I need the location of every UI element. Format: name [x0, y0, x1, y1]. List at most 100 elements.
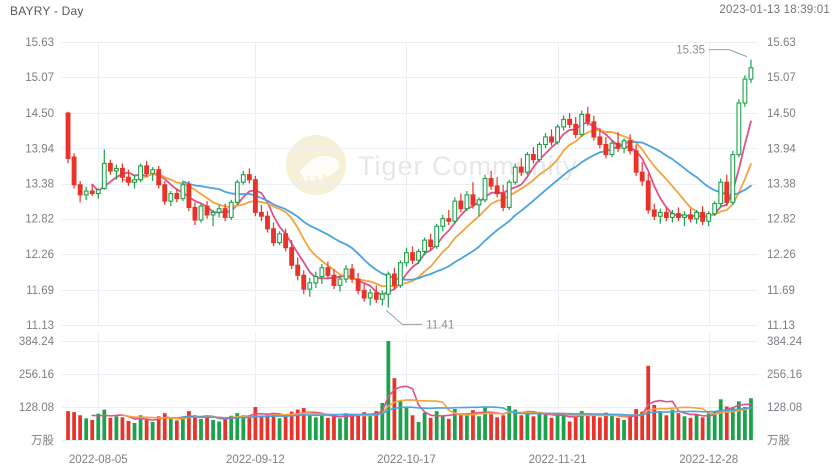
- volume-bar: [410, 415, 415, 440]
- candlestick: [422, 237, 428, 256]
- volume-bar: [737, 401, 741, 440]
- candlestick: [101, 149, 107, 190]
- candlestick: [518, 158, 524, 176]
- volume-bar: [326, 417, 330, 440]
- candlestick: [603, 136, 609, 159]
- volume-bar: [120, 417, 125, 440]
- axis-labels: 15.63 15.63 15.07 15.07 14.50 14.50 13.94 13.94…: [19, 37, 803, 466]
- volume-bar: [368, 415, 373, 440]
- candlestick: [398, 260, 403, 288]
- volume-bar: [531, 416, 536, 440]
- volume-unit-label-left: 万股: [31, 434, 54, 447]
- volume-bar: [718, 399, 723, 440]
- volume-bar: [205, 416, 209, 440]
- ma-fast-line: [91, 120, 752, 296]
- candlestick: [373, 285, 379, 303]
- candlestick: [663, 207, 669, 222]
- volume-bar: [90, 419, 95, 440]
- volume-bar: [168, 418, 173, 440]
- volume-bar: [102, 409, 107, 440]
- volume-bar: [247, 417, 252, 440]
- volume-bar: [156, 416, 161, 440]
- volume-bar: [114, 416, 119, 440]
- candlestick: [391, 267, 397, 290]
- volume-bar: [187, 411, 191, 440]
- candlestick: [742, 75, 748, 107]
- volume-bar: [338, 418, 342, 440]
- price-tick-label-left: 15.07: [25, 72, 54, 84]
- volume-bar: [598, 417, 602, 440]
- candlestick: [186, 180, 192, 212]
- symbol-title: BAYRY - Day: [10, 4, 84, 18]
- volume-bar: [265, 414, 270, 440]
- candlestick: [349, 264, 355, 283]
- volume-bar: [670, 409, 675, 440]
- volume-bar: [634, 409, 639, 440]
- candlestick: [748, 59, 754, 83]
- candlestick: [283, 228, 289, 252]
- volume-bar: [78, 415, 83, 440]
- candlestick: [718, 178, 724, 208]
- candlestick: [367, 289, 373, 306]
- price-candles: [65, 59, 754, 308]
- candlestick: [573, 116, 579, 139]
- candlestick: [597, 128, 603, 149]
- volume-bar: [513, 409, 518, 440]
- volume-bar: [622, 419, 626, 440]
- volume-bar: [72, 412, 76, 440]
- candlestick: [168, 191, 174, 207]
- volume-bar: [386, 341, 391, 440]
- candlestick: [627, 134, 633, 155]
- volume-bar: [235, 413, 240, 440]
- price-tick-label-right: 12.82: [767, 214, 796, 226]
- price-tick-label-right: 15.63: [767, 37, 796, 49]
- candlestick: [464, 191, 470, 212]
- candlestick: [204, 201, 210, 219]
- volume-bar: [132, 423, 137, 440]
- price-tick-label-left: 14.50: [25, 108, 54, 120]
- volume-bar: [628, 416, 632, 440]
- candlestick: [530, 147, 536, 164]
- volume-bar: [307, 415, 312, 440]
- candlestick: [198, 203, 204, 223]
- candlestick: [355, 272, 361, 295]
- volume-bar: [277, 418, 282, 440]
- candlestick: [319, 264, 325, 285]
- volume-bar: [519, 415, 524, 440]
- candlestick: [361, 284, 367, 302]
- volume-bar: [174, 420, 179, 440]
- candlestick: [537, 141, 542, 163]
- price-annotations: 15.35 11.41: [385, 45, 748, 331]
- candlestick: [615, 131, 621, 153]
- candlestick: [512, 163, 518, 185]
- volume-bar: [199, 418, 203, 440]
- volume-bar: [374, 411, 379, 440]
- timestamp-label: 2023-01-13 18:39:01: [719, 4, 830, 16]
- candlestick: [651, 203, 657, 220]
- candlestick: [210, 209, 216, 227]
- volume-bar: [561, 415, 566, 440]
- volume-bar: [525, 411, 530, 440]
- ma-mid-line: [121, 129, 752, 288]
- candlestick: [77, 180, 83, 203]
- volume-bar: [350, 416, 354, 440]
- candlestick: [89, 184, 95, 197]
- volume-bar: [193, 415, 197, 440]
- price-tick-label-right: 13.38: [767, 179, 796, 191]
- volume-bar: [162, 413, 167, 440]
- candlestick: [138, 163, 143, 183]
- volume-bar: [724, 406, 729, 440]
- candlestick: [724, 174, 730, 207]
- volume-bar: [749, 398, 753, 440]
- candlestick: [736, 99, 742, 158]
- volume-bar: [543, 414, 548, 440]
- candlestick: [730, 150, 736, 205]
- volume-bar: [144, 419, 149, 440]
- price-tick-label-left: 12.26: [25, 249, 54, 261]
- volume-bar: [706, 413, 711, 440]
- candlestick: [144, 160, 150, 178]
- candlestick: [385, 271, 391, 308]
- candlestick: [156, 165, 162, 189]
- volume-bar: [664, 415, 669, 440]
